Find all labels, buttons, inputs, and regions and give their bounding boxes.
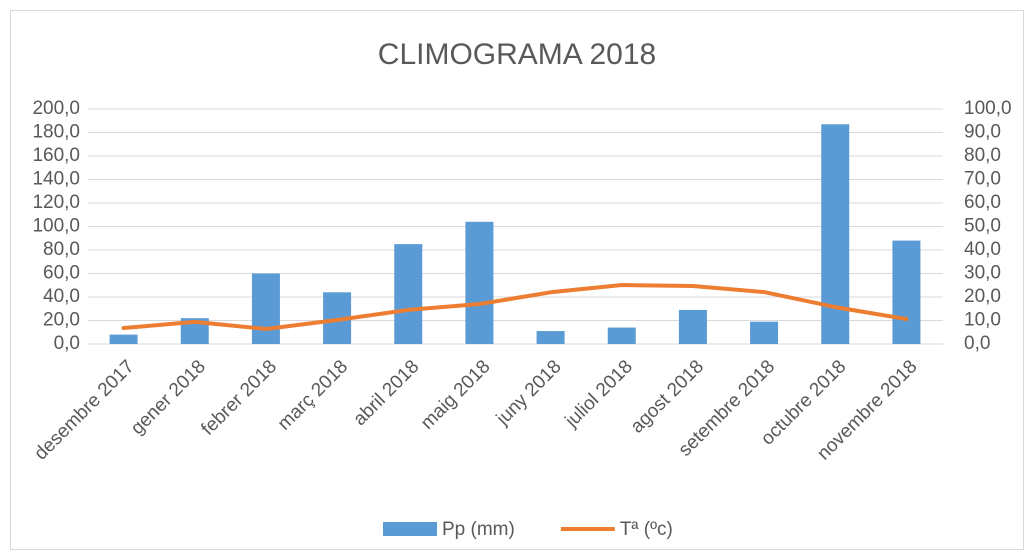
y2-tick-label: 20,0 xyxy=(964,286,1001,307)
y-tick-label: 180,0 xyxy=(32,122,80,143)
y2-tick-label: 80,0 xyxy=(964,145,1001,166)
y-tick-label: 200,0 xyxy=(32,98,80,119)
y-tick-label: 20,0 xyxy=(43,310,80,331)
y-tick-label: 0,0 xyxy=(54,333,80,354)
y-tick-label: 80,0 xyxy=(43,239,80,260)
bar xyxy=(892,240,921,344)
chart-title: CLIMOGRAMA 2018 xyxy=(378,38,656,71)
bar xyxy=(750,321,779,344)
y-tick-label: 120,0 xyxy=(32,192,80,213)
bar xyxy=(607,327,636,344)
y-tick-label: 60,0 xyxy=(43,263,80,284)
bar xyxy=(251,273,280,344)
y2-tick-label: 90,0 xyxy=(964,122,1001,143)
legend-label: Pp (mm) xyxy=(442,519,515,540)
line xyxy=(121,283,909,331)
y2-tick-label: 30,0 xyxy=(964,263,1001,284)
bar xyxy=(536,331,565,344)
bar xyxy=(678,309,707,344)
y2-tick-label: 60,0 xyxy=(964,192,1001,213)
y-tick-label: 160,0 xyxy=(32,145,80,166)
y2-tick-label: 50,0 xyxy=(964,216,1001,237)
bar xyxy=(109,334,138,344)
y2-tick-label: 40,0 xyxy=(964,239,1001,260)
legend-label: Tª (ºc) xyxy=(620,519,673,540)
chart-frame xyxy=(10,10,1024,550)
y2-tick-label: 0,0 xyxy=(964,333,990,354)
bar xyxy=(394,244,423,344)
y2-tick-label: 10,0 xyxy=(964,310,1001,331)
y-tick-label: 140,0 xyxy=(32,169,80,190)
bar xyxy=(821,124,850,345)
legend-swatch xyxy=(383,522,437,536)
y-tick-label: 100,0 xyxy=(32,216,80,237)
y2-tick-label: 100,0 xyxy=(964,98,1012,119)
y-tick-label: 40,0 xyxy=(43,286,80,307)
bar xyxy=(465,221,494,344)
y2-tick-label: 70,0 xyxy=(964,169,1001,190)
